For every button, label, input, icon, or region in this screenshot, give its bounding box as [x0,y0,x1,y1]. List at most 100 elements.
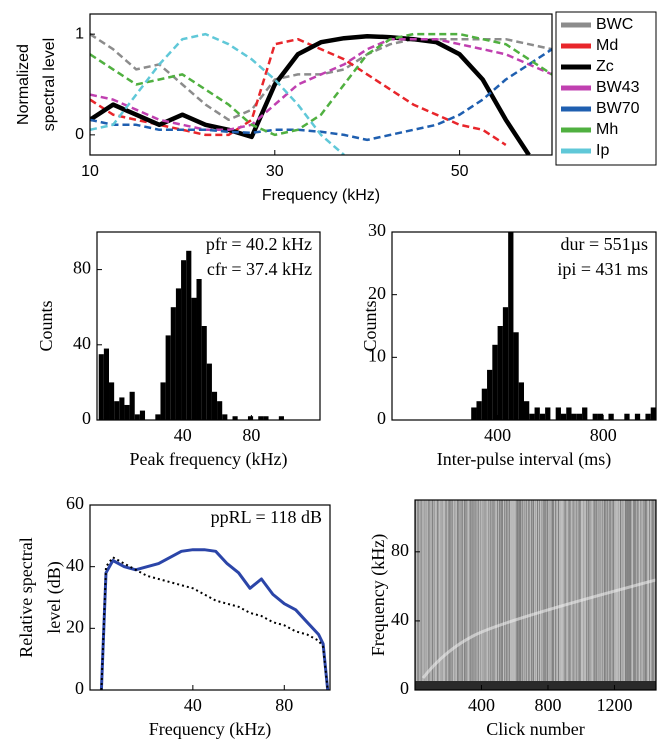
spectrogram-stripe [442,500,443,690]
spectrogram-stripe [461,500,462,690]
spectrogram-stripe [587,500,588,690]
spectrogram-stripe [593,500,594,690]
spectrogram-stripe [549,500,550,690]
chart: 10 30 50 0 1 Frequency (kHz) Normalized spectra… [15,11,657,204]
bar [571,413,577,420]
annotation: pfr = 40.2 kHz [206,234,312,254]
spectrogram-stripe [498,500,499,690]
spectrogram-stripe [621,500,622,690]
bar [508,232,514,420]
spectrogram-stripe [481,500,482,690]
spectrogram-stripe [423,500,424,690]
spectrogram-stripe [562,500,563,690]
spectrogram-stripe [619,500,620,690]
x-tick-label: 1200 [596,695,632,715]
spectrogram-stripe [642,500,643,690]
spectrogram-stripe [543,500,544,690]
spectrogram-stripe [586,500,587,690]
spectrogram-stripe [431,500,432,690]
bar [624,413,630,420]
chart: 400 800 0 10 20 30 Inter-pulse interval (ms) Co… [360,220,657,470]
spectrogram-stripe [468,500,469,690]
bar [175,288,182,420]
spectrogram-stripe [523,500,524,690]
spectrogram-stripe [538,500,539,690]
spectrogram-stripe [462,500,463,690]
spectrogram-stripe [573,500,574,690]
bar [232,416,238,420]
legend-label: Zc [596,58,614,75]
spectrogram-stripe [499,500,500,690]
bar [196,279,202,420]
spectrogram-stripe [469,500,470,690]
axes-frame [89,13,553,156]
spectrogram-stripe [643,500,644,690]
spectrogram-stripe [653,500,654,690]
bar [222,414,228,420]
y-tick-label: 1 [75,25,84,42]
spectrogram-stripe [503,500,504,690]
spectrogram-stripe [446,500,447,690]
spectrogram-stripe [493,500,494,690]
spectrogram-stripe [624,500,625,690]
spectrogram-stripe [575,500,576,690]
bar [109,382,115,420]
x-tick-label: 800 [534,695,561,715]
spectrogram-stripe [486,500,487,690]
bar [155,414,161,420]
spectrogram-stripe [646,500,647,690]
spectrogram-stripe [574,500,575,690]
spectrogram-stripe [528,500,529,690]
y-tick-label: 40 [391,609,409,629]
spectrogram-stripe [425,500,426,690]
spectrogram-stripe [615,500,616,690]
x-axis-label: Inter-pulse interval (ms) [437,449,612,470]
spectrogram-stripe [474,500,475,690]
line [90,48,552,142]
bar [502,307,509,420]
spectrogram-stripe [522,500,523,690]
y-axis-label: Relative spectral [16,537,36,657]
spectrogram-stripe [458,500,459,690]
bar [201,326,207,420]
line [99,548,330,690]
bar [124,404,130,420]
spectrogram-stripe [654,500,655,690]
bar [181,260,187,420]
bar [258,416,264,420]
bar [634,413,641,420]
line [90,37,507,146]
spectrogram-stripe [622,500,623,690]
spectrogram-stripe [482,500,483,690]
spectrogram-stripe [437,500,438,690]
bar [165,335,171,420]
spectrogram-stripe [421,500,422,690]
spectrogram-stripe [611,500,612,690]
spectrogram-stripe [456,500,457,690]
bar [597,413,604,420]
spectrogram-stripe [588,500,589,690]
spectrogram-stripe [467,500,468,690]
spectrogram-stripe [554,500,555,690]
spectrogram-stripe [546,500,547,690]
bar [114,401,120,420]
spectrogram-stripe [419,500,420,690]
x-tick-label: 400 [468,695,495,715]
spectrogram-stripe [647,500,648,690]
bar [186,250,192,420]
spectrogram-stripe [440,500,441,690]
legend-label: BW43 [596,79,640,96]
y-tick-label: 0 [82,408,91,428]
chart: 40 80 0 40 80 Peak frequency (kHz) Counts pfr =… [36,231,321,470]
bar [497,326,503,420]
y-tick-label: 10 [368,345,386,365]
spectrogram-stripe [494,500,495,690]
spectrogram-stripe [529,500,530,690]
spectrogram-stripe [527,500,528,690]
spectrogram-stripe [464,500,465,690]
spectrogram-stripe [507,500,508,690]
spectrogram-stripe [445,500,446,690]
y-tick-label: 0 [377,408,386,428]
bar [539,413,546,420]
spectrogram-stripe [567,500,568,690]
